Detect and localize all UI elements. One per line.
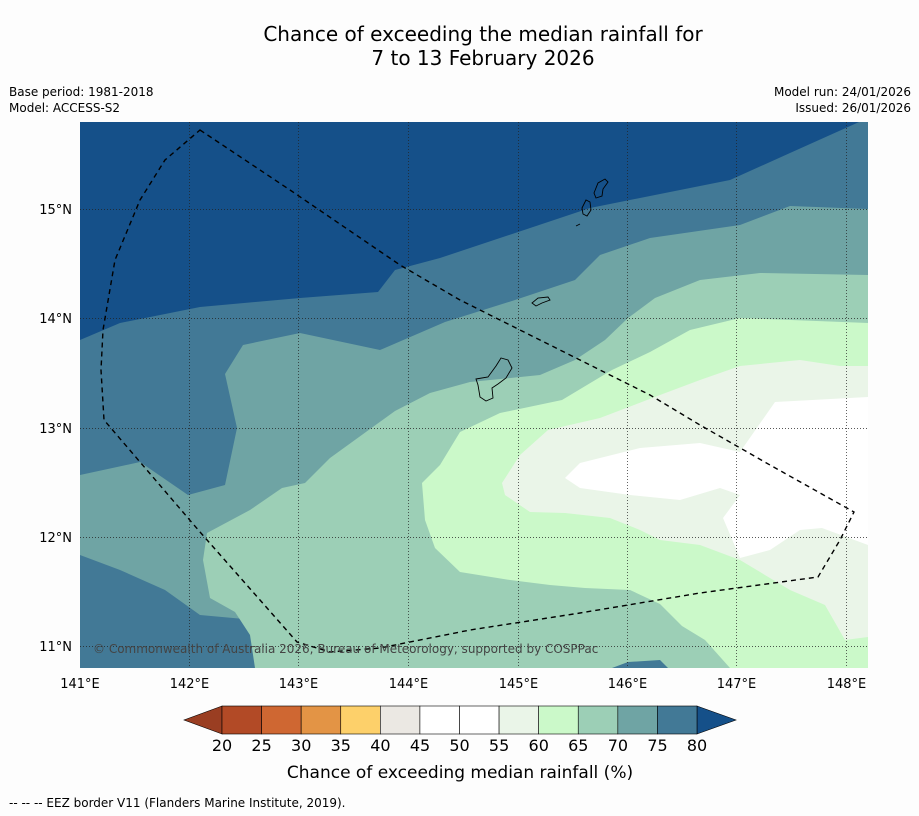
colorbar-title: Chance of exceeding median rainfall (%) <box>287 763 633 783</box>
colorbar-tick: 75 <box>647 736 667 755</box>
meta-left: Base period: 1981-2018 Model: ACCESS-S2 <box>9 84 154 116</box>
island-rota <box>531 296 551 307</box>
lon-label: 142°E <box>170 677 210 692</box>
lon-label: 147°E <box>717 677 757 692</box>
colorbar-tick: 20 <box>212 736 232 755</box>
colorbar-segment <box>221 705 262 735</box>
island-aguijan <box>575 223 581 227</box>
rainfall-contours <box>80 122 868 668</box>
colorbar-segment <box>657 705 698 735</box>
base-period: Base period: 1981-2018 <box>9 85 154 99</box>
lat-tick-labels: 15°N 14°N 13°N 12°N 11°N <box>39 203 72 655</box>
colorbar-segment <box>498 705 539 735</box>
issued-date: Issued: 26/01/2026 <box>795 101 911 115</box>
eez-footnote: -- -- -- EEZ border V11 (Flanders Marine… <box>9 796 346 810</box>
colorbar-tick: 70 <box>608 736 628 755</box>
title-line-2: 7 to 13 February 2026 <box>371 46 595 70</box>
colorbar-segment <box>340 705 381 735</box>
colorbar-tick: 55 <box>489 736 509 755</box>
colorbar-tick: 65 <box>568 736 588 755</box>
colorbar-tick: 50 <box>449 736 469 755</box>
colorbar-segment <box>300 705 342 735</box>
island-tinian <box>581 199 592 217</box>
colorbar-tick: 60 <box>529 736 549 755</box>
lat-label: 13°N <box>39 422 72 437</box>
meta-right: Model run: 24/01/2026 Issued: 26/01/2026 <box>774 84 911 116</box>
lon-label: 146°E <box>608 677 648 692</box>
colorbar-under-arrow <box>183 705 223 735</box>
lat-label: 14°N <box>39 312 72 327</box>
lon-label: 145°E <box>499 677 539 692</box>
colorbar-segment <box>538 705 579 735</box>
lon-label: 148°E <box>827 677 867 692</box>
colorbar: 20 25 30 35 40 45 50 55 60 65 70 75 80 C… <box>183 705 737 783</box>
colorbar-tick: 40 <box>370 736 390 755</box>
colorbar-segment <box>577 705 619 735</box>
colorbar-segment <box>419 705 460 735</box>
lat-label: 12°N <box>39 531 72 546</box>
colorbar-segment <box>380 705 421 735</box>
colorbar-segment <box>261 705 302 735</box>
lon-label: 141°E <box>60 677 100 692</box>
contour-band-50-55 <box>565 397 868 558</box>
chart-title: Chance of exceeding the median rainfall … <box>0 22 919 70</box>
contour-band-bottom-75-80 <box>612 660 668 668</box>
lon-label: 144°E <box>389 677 429 692</box>
lon-label: 143°E <box>279 677 319 692</box>
island-outlines <box>475 178 609 402</box>
model-run: Model run: 24/01/2026 <box>773 85 911 99</box>
colorbar-tick: 30 <box>291 736 311 755</box>
map-credit: © Commonwealth of Australia 2026, Bureau… <box>93 642 598 656</box>
colorbar-tick: 25 <box>251 736 271 755</box>
colorbar-segment <box>459 705 500 735</box>
colorbar-segment <box>617 705 658 735</box>
island-saipan <box>593 178 609 199</box>
colorbar-ticks: 20 25 30 35 40 45 50 55 60 65 70 75 80 <box>212 736 707 755</box>
lat-label: 15°N <box>39 203 72 218</box>
graticule <box>80 122 868 668</box>
lat-label: 11°N <box>39 640 72 655</box>
colorbar-tick: 45 <box>410 736 430 755</box>
colorbar-tick: 35 <box>331 736 351 755</box>
colorbar-over-arrow <box>696 705 737 735</box>
lon-tick-labels: 141°E 142°E 143°E 144°E 145°E 146°E 147°… <box>60 677 866 692</box>
colorbar-tick: 80 <box>687 736 707 755</box>
island-guam <box>475 357 513 402</box>
eez-border <box>100 129 855 653</box>
title-line-1: Chance of exceeding the median rainfall … <box>263 22 703 46</box>
model-name: Model: ACCESS-S2 <box>9 101 121 115</box>
